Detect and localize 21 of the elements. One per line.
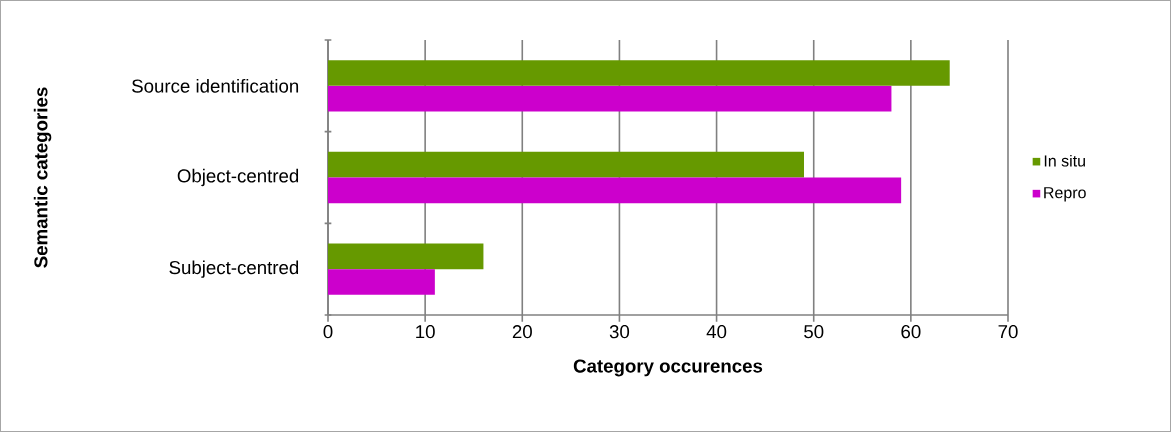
x-tick-label: 10 [416,325,435,339]
x-tick-label: 60 [901,325,921,339]
bar [328,177,902,204]
y-tick-label: Source identification [132,78,299,93]
x-tick-label: 40 [706,325,727,339]
bar [328,243,484,270]
bar [328,269,435,295]
bar [328,60,950,86]
x-tick-label: 20 [512,325,532,339]
x-tick-label: 70 [998,325,1018,339]
y-tick-label: Object-centred [177,168,299,187]
bar [328,151,804,178]
x-tick-label: 50 [804,325,824,339]
bar [328,85,892,112]
x-axis-title: Category occurences [573,359,763,377]
legend-label: Repro [1044,187,1086,202]
x-tick-label: 30 [609,325,630,339]
legend-label: In situ [1044,154,1085,167]
y-axis-title: Semantic categories [33,87,52,268]
x-tick-label: 0 [323,325,333,339]
y-tick-label: Subject-centred [169,260,299,278]
